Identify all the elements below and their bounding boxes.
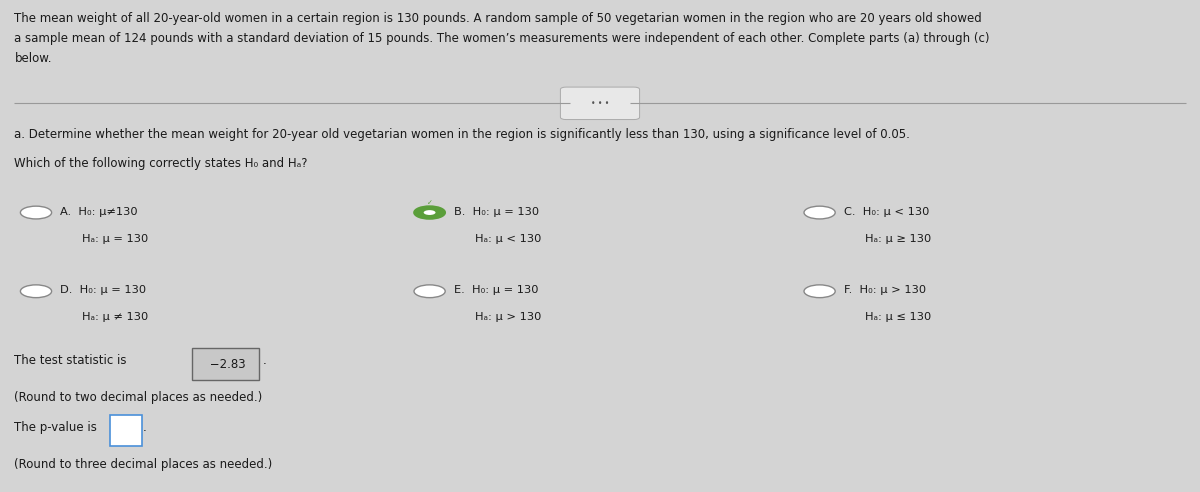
Text: below.: below.: [14, 52, 52, 64]
Circle shape: [804, 285, 835, 298]
Text: a. Determine whether the mean weight for 20-year old vegetarian women in the reg: a. Determine whether the mean weight for…: [14, 128, 911, 141]
FancyBboxPatch shape: [110, 415, 142, 446]
Circle shape: [20, 285, 52, 298]
Text: a sample mean of 124 pounds with a standard deviation of 15 pounds. The women’s : a sample mean of 124 pounds with a stand…: [14, 32, 990, 45]
Text: E.  H₀: μ = 130: E. H₀: μ = 130: [454, 285, 538, 295]
Text: Hₐ: μ ≥ 130: Hₐ: μ ≥ 130: [865, 234, 931, 244]
Text: A.  H₀: μ≠130: A. H₀: μ≠130: [60, 207, 138, 216]
Text: • • •: • • •: [590, 99, 610, 108]
Text: B.  H₀: μ = 130: B. H₀: μ = 130: [454, 207, 539, 216]
Circle shape: [414, 285, 445, 298]
Text: Hₐ: μ ≠ 130: Hₐ: μ ≠ 130: [82, 312, 148, 322]
FancyBboxPatch shape: [560, 87, 640, 120]
Text: C.  H₀: μ < 130: C. H₀: μ < 130: [844, 207, 929, 216]
Text: Hₐ: μ ≤ 130: Hₐ: μ ≤ 130: [865, 312, 931, 322]
Text: Hₐ: μ < 130: Hₐ: μ < 130: [475, 234, 541, 244]
Text: .: .: [143, 421, 146, 433]
Text: D.  H₀: μ = 130: D. H₀: μ = 130: [60, 285, 146, 295]
Text: .: .: [263, 354, 266, 367]
Text: Hₐ: μ > 130: Hₐ: μ > 130: [475, 312, 541, 322]
Text: The p-value is: The p-value is: [14, 421, 97, 433]
Text: −2.83: −2.83: [205, 358, 246, 370]
FancyBboxPatch shape: [192, 348, 259, 380]
Text: ✓: ✓: [427, 200, 432, 206]
Text: (Round to three decimal places as needed.): (Round to three decimal places as needed…: [14, 458, 272, 470]
Text: Which of the following correctly states H₀ and Hₐ?: Which of the following correctly states …: [14, 157, 308, 170]
Text: The mean weight of all 20-year-old women in a certain region is 130 pounds. A ra: The mean weight of all 20-year-old women…: [14, 12, 982, 25]
Text: Hₐ: μ = 130: Hₐ: μ = 130: [82, 234, 148, 244]
Circle shape: [424, 210, 436, 215]
Circle shape: [20, 206, 52, 219]
Circle shape: [414, 206, 445, 219]
Text: F.  H₀: μ > 130: F. H₀: μ > 130: [844, 285, 925, 295]
Text: (Round to two decimal places as needed.): (Round to two decimal places as needed.): [14, 391, 263, 404]
Text: The test statistic is: The test statistic is: [14, 354, 127, 367]
Circle shape: [804, 206, 835, 219]
